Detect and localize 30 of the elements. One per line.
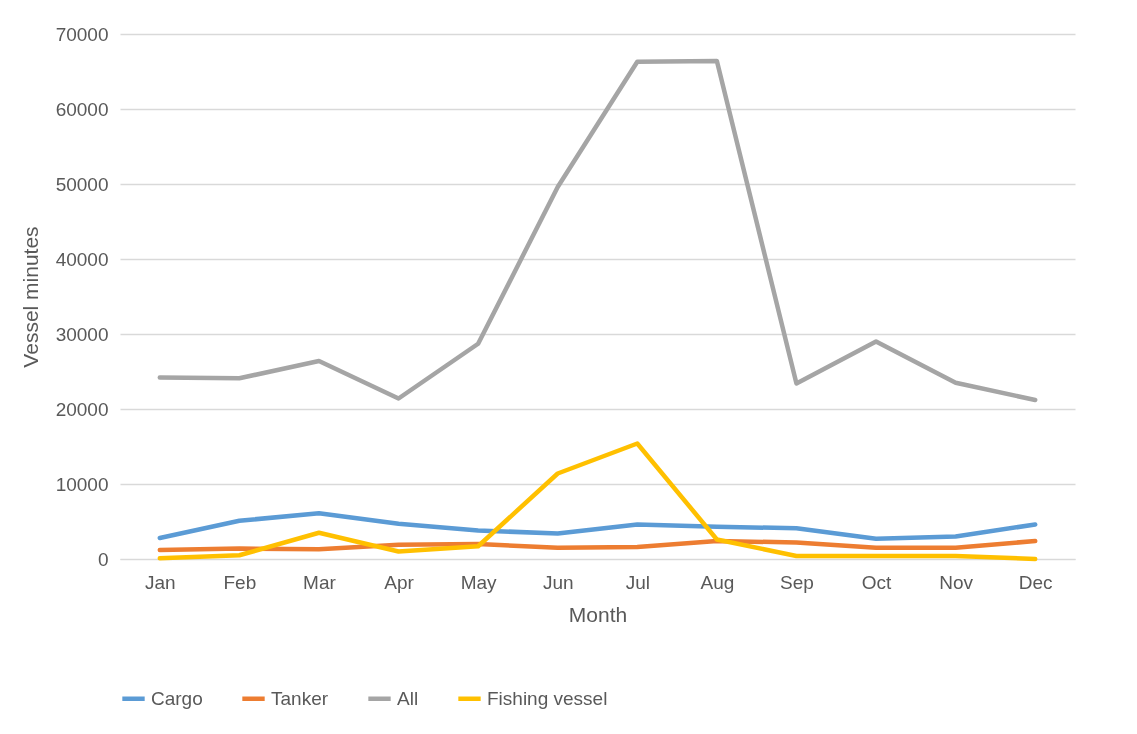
y-tick-label: 60000 bbox=[55, 98, 109, 120]
x-tick-label: May bbox=[460, 571, 498, 593]
x-tick-label: Dec bbox=[1018, 571, 1053, 593]
x-tick-label: Nov bbox=[939, 571, 974, 593]
y-tick-label: 10000 bbox=[55, 473, 109, 495]
x-tick-label: Mar bbox=[303, 571, 337, 593]
x-tick-label: Aug bbox=[700, 571, 735, 593]
line-series bbox=[157, 58, 1038, 403]
y-tick-label: 50000 bbox=[55, 173, 109, 195]
legend-label: Fishing vessel bbox=[487, 687, 608, 709]
y-tick-label: 40000 bbox=[55, 248, 109, 270]
y-tick-label: 70000 bbox=[55, 23, 109, 45]
x-tick-label: Jul bbox=[625, 571, 650, 593]
line-series bbox=[157, 511, 1038, 541]
x-tick-label: Oct bbox=[861, 571, 893, 593]
legend-label: Tanker bbox=[271, 687, 329, 709]
x-tick-label: Feb bbox=[223, 571, 257, 593]
y-axis-title: Vessel minutes bbox=[18, 226, 42, 368]
line-series bbox=[157, 441, 1038, 562]
x-tick-label: Apr bbox=[384, 571, 415, 593]
y-tick-label: 0 bbox=[97, 548, 109, 570]
x-tick-label: Sep bbox=[780, 571, 814, 593]
x-tick-label: Jan bbox=[144, 571, 176, 593]
y-tick-label: 30000 bbox=[55, 323, 109, 345]
line-series bbox=[157, 538, 1038, 553]
legend-label: Cargo bbox=[151, 687, 203, 709]
y-tick-label: 20000 bbox=[55, 398, 109, 420]
x-tick-label: Jun bbox=[542, 571, 574, 593]
legend-label: All bbox=[397, 687, 419, 709]
x-axis-title: Month bbox=[568, 602, 628, 626]
